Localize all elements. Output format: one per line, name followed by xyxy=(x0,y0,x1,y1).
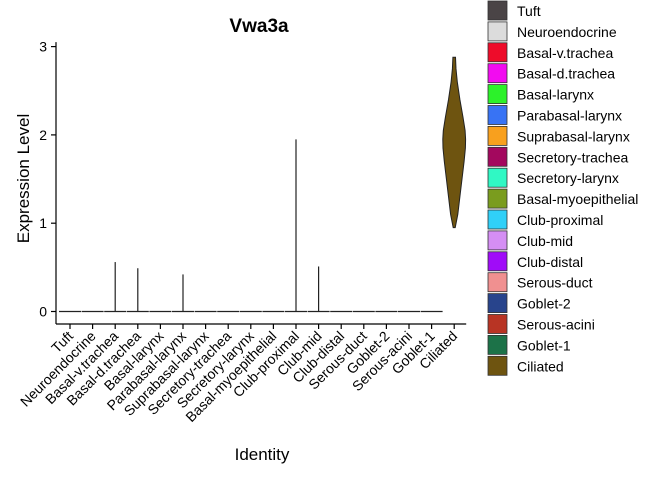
legend-label: Neuroendocrine xyxy=(517,24,617,40)
legend-label: Basal-d.trachea xyxy=(517,66,615,82)
plot-area: 0123TuftNeuroendocrineBasal-v.tracheaBas… xyxy=(17,39,467,425)
legend-swatch xyxy=(487,105,508,125)
legend-swatch xyxy=(487,167,508,188)
legend-label: Ciliated xyxy=(517,358,564,374)
legend-label: Tuft xyxy=(517,3,541,19)
legend-swatch xyxy=(487,42,508,63)
legend-label: Secretory-larynx xyxy=(517,170,619,186)
legend-swatch xyxy=(487,84,508,104)
legend-label: Club-mid xyxy=(517,233,573,249)
legend-swatch xyxy=(487,126,508,146)
legend-swatch xyxy=(487,146,508,167)
legend-swatch xyxy=(487,314,508,334)
legend-label: Club-distal xyxy=(517,254,583,270)
legend-swatch xyxy=(487,251,508,272)
legend-label: Serous-duct xyxy=(517,275,593,291)
legend-swatch xyxy=(487,21,508,42)
x-axis-title: Identity xyxy=(235,445,290,464)
legend-swatch xyxy=(487,293,508,314)
legend-label: Basal-v.trachea xyxy=(517,45,613,61)
y-tick-label: 1 xyxy=(39,215,47,231)
legend-label: Club-proximal xyxy=(517,212,603,228)
legend-swatch xyxy=(487,334,508,355)
legend: Tuft Neuroendocrine Basal-v.trachea Basal-d… xyxy=(487,0,638,376)
y-axis-title: Expression Level xyxy=(14,114,33,243)
y-tick-label: 3 xyxy=(39,39,47,55)
legend-swatch xyxy=(487,272,508,293)
legend-swatch xyxy=(487,209,508,230)
y-tick-label: 2 xyxy=(39,127,47,143)
legend-label: Goblet-2 xyxy=(517,296,571,312)
y-tick-label: 0 xyxy=(39,304,47,320)
legend-label: Goblet-1 xyxy=(517,337,571,353)
legend-label: Suprabasal-larynx xyxy=(517,128,630,144)
legend-label: Secretory-trachea xyxy=(517,149,628,165)
legend-swatch xyxy=(487,230,508,251)
violin-ciliated xyxy=(442,56,467,229)
legend-swatch xyxy=(487,355,508,376)
chart-title: Vwa3a xyxy=(229,16,289,37)
legend-swatch xyxy=(487,188,508,209)
legend-label: Basal-myoepithelial xyxy=(517,191,638,207)
legend-label: Basal-larynx xyxy=(517,87,594,103)
legend-swatch xyxy=(487,63,508,84)
legend-label: Parabasal-larynx xyxy=(517,108,622,124)
legend-label: Serous-acini xyxy=(517,317,595,333)
legend-swatch xyxy=(487,0,508,21)
